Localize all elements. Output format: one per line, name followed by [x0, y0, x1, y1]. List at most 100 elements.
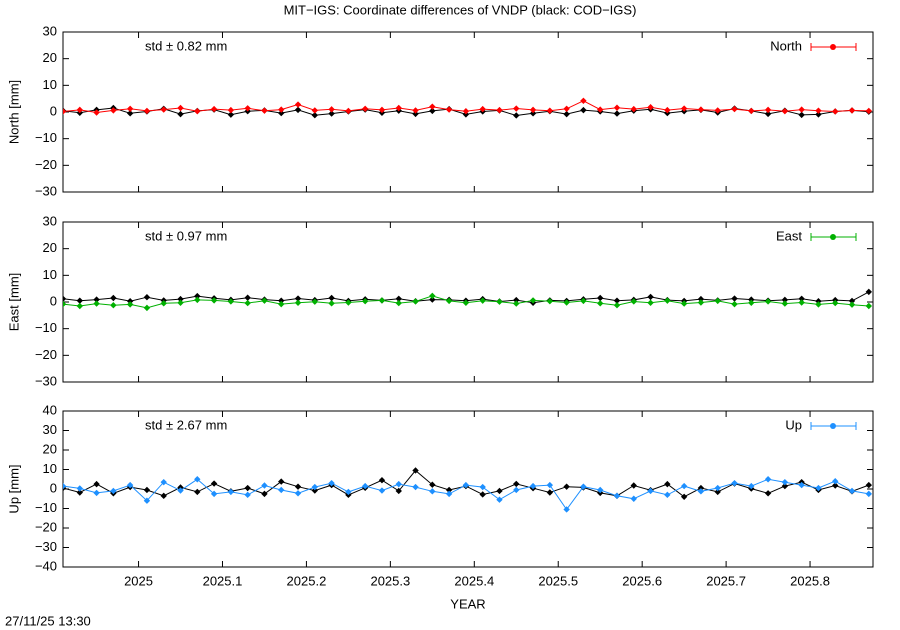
data-point — [361, 482, 369, 490]
data-point — [110, 487, 117, 495]
series-group — [63, 97, 873, 119]
data-point — [76, 297, 83, 304]
x-tick-label: 2025.5 — [538, 573, 578, 588]
data-point — [445, 297, 453, 305]
data-point — [328, 106, 335, 113]
data-point — [865, 490, 873, 498]
data-point — [278, 486, 285, 494]
data-point — [731, 479, 738, 487]
data-point — [261, 107, 268, 114]
data-point — [63, 482, 67, 490]
data-point — [731, 300, 738, 308]
data-point — [177, 110, 184, 118]
data-point — [143, 107, 151, 115]
y-tick-label: −20 — [35, 157, 57, 172]
y-tick-label: −20 — [35, 519, 57, 534]
data-point — [227, 298, 235, 305]
data-point — [361, 105, 369, 112]
data-point — [210, 490, 218, 498]
data-point — [227, 106, 235, 114]
data-point — [630, 105, 637, 113]
y-tick-label: −10 — [35, 320, 57, 335]
data-point — [513, 112, 520, 119]
data-point — [429, 488, 436, 495]
data-point — [294, 490, 302, 497]
y-tick-label: 30 — [43, 422, 57, 437]
data-point — [462, 108, 470, 115]
data-point — [194, 108, 201, 115]
data-point — [244, 105, 251, 112]
data-point — [630, 298, 637, 305]
data-point — [563, 110, 570, 118]
data-point — [479, 105, 486, 113]
data-point — [395, 295, 402, 302]
x-tick-label: 2025.3 — [370, 573, 410, 588]
data-point — [445, 106, 453, 113]
y-tick-label: 40 — [43, 402, 57, 417]
y-tick-label: −40 — [35, 558, 57, 573]
data-point — [126, 298, 134, 305]
data-point — [227, 111, 235, 118]
data-point — [194, 488, 201, 496]
data-point — [429, 107, 436, 115]
data-point — [798, 481, 805, 489]
data-point — [479, 297, 486, 304]
data-point — [697, 299, 705, 306]
data-point — [378, 477, 386, 484]
data-point — [580, 97, 587, 104]
data-point — [563, 105, 570, 112]
data-point — [647, 104, 654, 111]
y-tick-label: −30 — [35, 183, 57, 198]
data-point — [412, 110, 419, 118]
data-point — [227, 488, 235, 496]
y-tick-label: 20 — [43, 441, 57, 456]
data-point — [865, 288, 873, 296]
data-point — [781, 300, 789, 307]
data-point — [580, 106, 587, 114]
data-point — [563, 483, 570, 490]
x-tick-label: 2025.1 — [203, 573, 243, 588]
data-point — [697, 484, 705, 492]
y-tick-label: −20 — [35, 347, 57, 362]
y-tick-label: 30 — [43, 213, 57, 228]
data-point — [110, 294, 117, 302]
data-point — [210, 297, 218, 304]
legend-point — [830, 44, 836, 50]
data-point — [496, 106, 503, 114]
data-point — [429, 292, 436, 300]
data-point — [580, 483, 587, 490]
data-point — [143, 304, 151, 312]
data-point — [731, 295, 738, 302]
data-point — [832, 478, 839, 485]
data-point — [815, 484, 822, 492]
data-point — [597, 106, 604, 113]
data-point — [764, 490, 772, 497]
y-axis-label: North [mm] — [6, 80, 21, 144]
legend-label: Up — [785, 417, 802, 432]
y-tick-label: 10 — [43, 267, 57, 282]
data-point — [328, 110, 335, 117]
data-point — [496, 298, 503, 305]
data-point — [680, 493, 688, 500]
data-point — [429, 296, 436, 303]
data-point — [479, 491, 486, 498]
data-point — [429, 481, 436, 488]
data-point — [714, 488, 721, 496]
x-tick-label: 2025.4 — [454, 573, 494, 588]
data-point — [664, 480, 671, 488]
data-point — [764, 106, 772, 114]
data-point — [261, 490, 268, 498]
data-point — [177, 295, 184, 303]
data-point — [445, 486, 453, 494]
data-point — [93, 489, 100, 497]
data-point — [311, 487, 319, 494]
data-point — [244, 484, 251, 492]
data-point — [613, 302, 621, 309]
data-point — [764, 476, 772, 483]
data-point — [412, 298, 419, 305]
data-point — [748, 482, 755, 490]
data-point — [714, 484, 721, 492]
data-point — [529, 482, 537, 490]
y-tick-label: 0 — [50, 480, 57, 495]
